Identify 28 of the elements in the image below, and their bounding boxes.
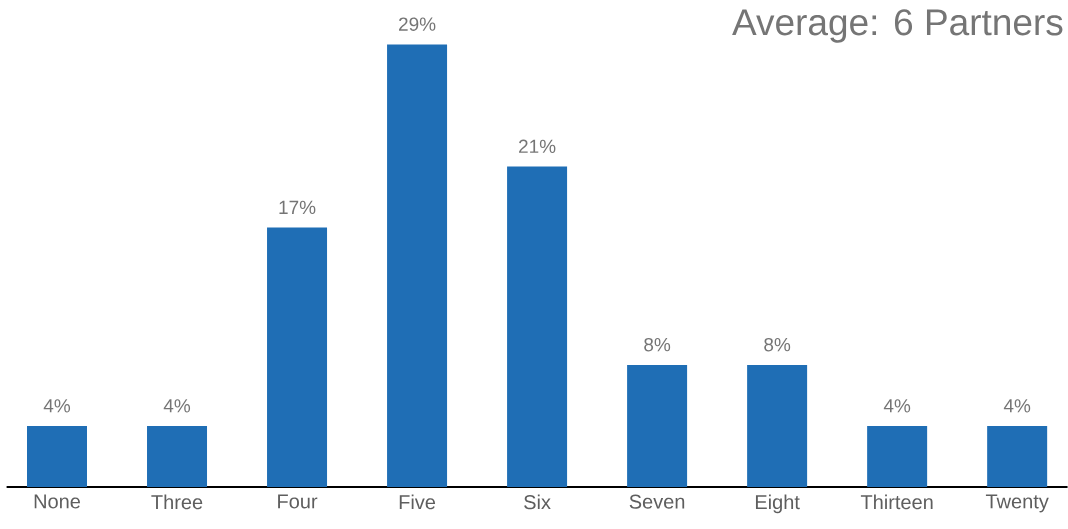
bar [747, 364, 808, 487]
bar [627, 364, 688, 487]
data-label: 4% [883, 399, 911, 413]
x-tick-label: Thirteen [860, 494, 933, 510]
data-label: 4% [163, 399, 191, 413]
bar [867, 425, 928, 487]
bar [267, 227, 328, 487]
data-label: 8% [644, 337, 671, 352]
x-tick-label: Six [524, 494, 551, 510]
bar [507, 166, 568, 487]
bar [387, 44, 448, 487]
data-label: 8% [764, 337, 791, 352]
data-label: 4% [1003, 399, 1031, 413]
chart-title: Average: 6 Partners [732, 9, 1063, 43]
data-label: 29% [399, 17, 436, 31]
x-tick-label: Eight [755, 494, 800, 514]
bar [147, 425, 208, 487]
x-tick-label: Four [278, 494, 318, 509]
x-tick-label: None [34, 494, 81, 509]
x-tick-label: Five [399, 494, 436, 510]
bar [987, 425, 1048, 487]
x-tick-label: Seven [629, 494, 685, 509]
bar [27, 425, 87, 487]
data-label: 21% [519, 139, 556, 153]
x-tick-label: Twenty [985, 494, 1049, 513]
x-tick-label: Three [151, 494, 203, 510]
data-label: 17% [279, 200, 316, 215]
data-label: 4% [43, 399, 71, 413]
